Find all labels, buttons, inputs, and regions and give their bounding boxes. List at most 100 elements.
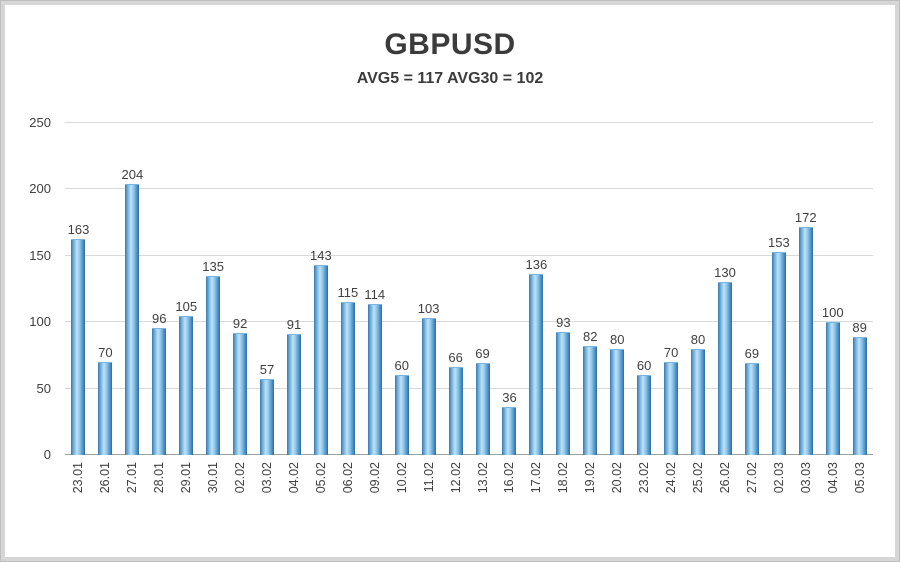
bar [825, 322, 840, 455]
bar-value-label: 135 [202, 258, 224, 274]
bar-column: 36 [496, 123, 523, 455]
bar-value-label: 91 [286, 317, 302, 333]
bar-column: 80 [604, 123, 631, 455]
x-tick-label: 16.02 [502, 462, 517, 494]
bar-column: 93 [550, 123, 577, 455]
x-tick-cell: 28.01 [146, 457, 173, 529]
bar [367, 303, 382, 455]
gridline [65, 122, 873, 123]
bar [744, 363, 759, 455]
bar-column: 69 [469, 123, 496, 455]
bar [852, 336, 867, 455]
x-tick-cell: 04.03 [819, 457, 846, 529]
x-tick-cell: 19.02 [577, 457, 604, 529]
x-tick-label: 23.02 [637, 462, 652, 494]
y-tick-label: 100 [29, 314, 51, 330]
bar-value-label: 115 [337, 285, 359, 301]
bar-value-label: 57 [259, 362, 275, 378]
bar-column: 89 [846, 123, 873, 455]
x-tick-label: 03.02 [260, 462, 275, 494]
x-tick-label: 24.02 [664, 462, 679, 494]
bar-value-label: 163 [67, 221, 90, 237]
x-tick-cell: 02.03 [765, 457, 792, 529]
bar-value-label: 114 [364, 286, 386, 302]
bar [313, 265, 328, 455]
plot-row: 0 50 100 150 200 250 163 70 204 96 105 135 92 57 91 14… [15, 115, 885, 462]
x-tick-label: 04.02 [286, 462, 301, 494]
bar [798, 226, 813, 455]
bar [717, 282, 732, 455]
x-tick-label: 20.02 [610, 462, 625, 494]
bar [556, 331, 571, 455]
bar-value-label: 204 [121, 167, 144, 183]
gridline [65, 321, 873, 323]
bar [179, 315, 194, 455]
x-tick-cell: 24.02 [658, 457, 685, 529]
bar [71, 238, 86, 455]
x-tick-cell: 26.02 [712, 457, 739, 529]
gridline [65, 387, 873, 389]
bar-column: 96 [146, 123, 173, 455]
y-axis: 0 50 100 150 200 250 [15, 115, 57, 462]
bar-column: 60 [631, 123, 658, 455]
bar-column: 57 [254, 123, 281, 455]
x-tick-label: 12.02 [448, 462, 463, 494]
bar-value-label: 82 [583, 329, 598, 345]
x-tick-cell: 18.02 [550, 457, 577, 529]
x-tick-label: 28.01 [152, 462, 167, 494]
bar-column: 70 [658, 123, 685, 455]
bar-column: 114 [361, 123, 388, 455]
bar [771, 251, 786, 455]
x-tick-label: 27.02 [744, 462, 759, 494]
bar-column: 115 [334, 123, 361, 455]
x-tick-label: 05.02 [313, 462, 328, 494]
x-tick-label: 02.02 [233, 462, 248, 494]
bar-value-label: 89 [852, 319, 867, 335]
x-tick-cell: 10.02 [388, 457, 415, 529]
x-tick-cell: 03.03 [792, 457, 819, 529]
x-tick-cell: 02.02 [227, 457, 254, 529]
x-tick-label: 17.02 [529, 462, 544, 494]
x-tick-cell: 04.02 [281, 457, 308, 529]
bar-value-label: 69 [475, 346, 490, 362]
gridline [65, 188, 873, 190]
bar [286, 334, 301, 455]
x-tick-cell: 30.01 [200, 457, 227, 529]
bar-value-label: 130 [714, 265, 736, 281]
bar-column: 153 [765, 123, 792, 455]
bar [610, 348, 625, 455]
x-tick-label: 02.03 [771, 462, 786, 494]
bar [421, 318, 436, 455]
bar [125, 184, 140, 455]
bar-column: 70 [92, 123, 119, 455]
x-tick-label: 10.02 [394, 462, 409, 494]
bar-column: 204 [119, 123, 146, 455]
x-tick-cell: 12.02 [442, 457, 469, 529]
x-tick-label: 11.02 [421, 462, 436, 493]
x-tick-label: 04.03 [825, 462, 840, 494]
gridline [65, 454, 873, 455]
bar [340, 302, 355, 455]
x-tick-label: 09.02 [367, 462, 382, 494]
bar [448, 367, 463, 455]
bar [260, 379, 275, 455]
x-tick-cell: 16.02 [496, 457, 523, 529]
x-tick-label: 26.02 [717, 462, 732, 494]
x-tick-cell: 13.02 [469, 457, 496, 529]
x-tick-cell: 06.02 [334, 457, 361, 529]
x-tick-label: 18.02 [556, 462, 571, 494]
x-tick-label: 27.01 [125, 462, 140, 494]
x-tick-cell: 05.02 [307, 457, 334, 529]
bar-value-label: 172 [794, 209, 817, 225]
x-tick-cell: 23.01 [65, 457, 92, 529]
bar-value-label: 66 [448, 350, 463, 366]
plot-area: 163 70 204 96 105 135 92 57 91 143 115 114 60 103 66 69… [65, 122, 873, 455]
bar-value-label: 80 [690, 331, 706, 347]
y-tick-label: 0 [43, 447, 51, 462]
bar-column: 100 [819, 123, 846, 455]
bar [502, 407, 517, 455]
x-tick-cell: 20.02 [604, 457, 631, 529]
bar-column: 136 [523, 123, 550, 455]
bars-container: 163 70 204 96 105 135 92 57 91 143 115 114 60 103 66 69… [65, 123, 873, 455]
bar [583, 346, 598, 455]
